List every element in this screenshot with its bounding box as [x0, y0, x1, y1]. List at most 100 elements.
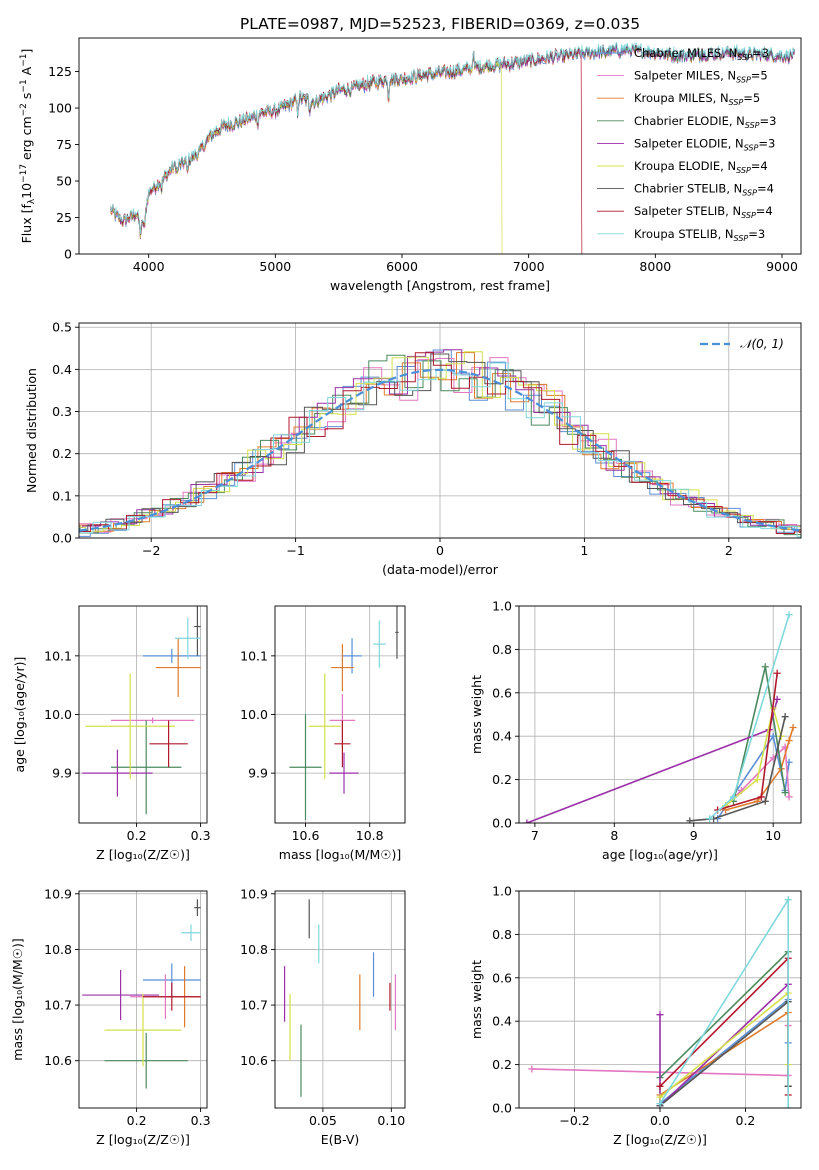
weight-marker [656, 1093, 664, 1101]
histogram-salpeter-stelib [79, 352, 801, 534]
x-axis-label: mass [log₁₀(M/M☉)] [279, 847, 401, 862]
x-tick-label: 7000 [513, 259, 545, 274]
legend-entry: Chabrier MILES, NSSP=3 [634, 46, 769, 62]
y-tick-label: 0.2 [492, 772, 512, 787]
weight-marker [753, 776, 761, 784]
errorbar-chabrier-stelib [194, 606, 201, 656]
y-tick-label: 10.9 [240, 886, 268, 901]
errorbar-salpeter-miles [111, 717, 195, 724]
errorbar-chabrier-elodie [104, 1032, 188, 1089]
errorbar-salpeter-elodie [329, 752, 359, 794]
weight-marker [773, 695, 781, 703]
x-tick-label: 4000 [133, 259, 165, 274]
y-tick-label: 0.1 [52, 488, 72, 503]
weight-marker [686, 817, 694, 823]
weight-line [724, 707, 782, 807]
y-axis-label: mass [log₁₀(M/M☉)] [10, 938, 25, 1060]
y-tick-label: 75 [56, 137, 72, 152]
histogram-chabrier-miles [79, 349, 801, 537]
plot-area [523, 611, 797, 823]
y-tick-label: 0.8 [492, 927, 512, 942]
errorbar-kroupa-miles [155, 638, 201, 697]
y-tick-label: 125 [48, 64, 72, 79]
y-tick-label: 0.2 [52, 446, 72, 461]
y-tick-label: 0.2 [492, 1057, 512, 1072]
y-tick-label: 10.1 [44, 648, 72, 663]
weight-series-kroupa-stelib [656, 896, 792, 1108]
axes-frame [78, 890, 208, 1109]
y-tick-label: 0 [64, 247, 72, 262]
weight-marker [656, 1011, 664, 1019]
axes-frame [518, 605, 802, 824]
metallicity-age-panel: 0.2 0.3 9.9 10.0 10.1 Z [log₁₀(Z/Z☉)] age [log… [12, 605, 211, 862]
legend-entry: Salpeter ELODIE, NSSP=3 [634, 136, 775, 152]
errorbar-kroupa-elodie [308, 673, 341, 780]
y-tick-label: 0.8 [492, 642, 512, 657]
errorbar-kroupa-elodie [104, 993, 182, 1067]
weight-marker [773, 669, 781, 677]
metallicity-mass-panel: 0.2 0.3 10.6 10.7 10.8 10.9 Z [log₁₀(Z/Z☉)] mas… [10, 886, 211, 1147]
y-tick-label: 1.0 [492, 599, 512, 614]
x-tick-label: 5000 [259, 259, 291, 274]
y-tick-label: 0.4 [492, 729, 512, 744]
y-tick-label: 10.9 [44, 886, 72, 901]
weight-marker [706, 815, 714, 823]
y-axis-label: Flux [fλ10−17 erg cm−2 s−1 A−1] [19, 49, 37, 244]
spectrum-line-kroupa-stelib [110, 41, 796, 235]
y-tick-label: 0.0 [492, 816, 512, 831]
x-tick-label: 10.8 [356, 828, 384, 843]
mass-age-panel: 10.6 10.8 9.9 10.0 10.1 mass [log₁₀(M/M☉)] [240, 605, 406, 862]
errorbar-kroupa-miles [331, 644, 354, 692]
x-tick-label: 6000 [386, 259, 418, 274]
x-tick-label: −2 [142, 543, 160, 558]
weight-marker [761, 663, 769, 671]
weight-marker [729, 793, 737, 801]
plot-area [82, 899, 201, 1089]
weight-marker [789, 724, 797, 732]
x-tick-label: 10.6 [292, 828, 320, 843]
plot-area [110, 41, 796, 254]
legend-entry: 𝒩(0, 1) [740, 337, 784, 351]
plot-area [79, 349, 801, 538]
plot-area [528, 896, 792, 1108]
errorbar-salpeter-stelib [334, 720, 351, 768]
y-tick-label: 9.9 [52, 766, 72, 781]
x-axis-label: E(B-V) [321, 1132, 360, 1147]
weight-marker [784, 896, 792, 904]
weight-marker [785, 793, 793, 801]
x-axis-label: (data-model)/error [382, 562, 499, 577]
residual-histogram-panel: −2 −1 0 1 2 0.0 0.1 0.2 0.3 0.4 0.5 (data-model)/er… [24, 320, 802, 577]
y-tick-label: 50 [56, 174, 72, 189]
x-tick-label: 0.10 [377, 1113, 405, 1128]
plot-area [82, 606, 201, 815]
y-tick-label: 10.8 [44, 942, 72, 957]
legend-entry: Kroupa MILES, NSSP=5 [634, 91, 760, 107]
axes-frame [274, 890, 406, 1109]
x-tick-label: 8000 [639, 259, 671, 274]
x-tick-label: −1 [286, 543, 304, 558]
spectrum-panel: 4000 5000 6000 7000 8000 9000 0 25 50 75 100 125 wav… [19, 37, 802, 293]
x-tick-label: 1 [580, 543, 588, 558]
y-tick-label: 0.5 [52, 320, 72, 335]
x-tick-label: 2 [725, 543, 733, 558]
x-axis-label: Z [log₁₀(Z/Z☉)] [96, 847, 190, 862]
x-tick-label: 0.0 [650, 1113, 670, 1128]
weight-line [689, 716, 786, 822]
weight-marker [757, 793, 765, 801]
y-tick-label: 0.6 [492, 970, 512, 985]
weight-marker [528, 1065, 536, 1073]
weight-marker [781, 713, 789, 721]
x-axis-label: age [log₁₀(age/yr)] [602, 847, 718, 862]
x-axis-label: Z [log₁₀(Z/Z☉)] [613, 1132, 707, 1147]
x-tick-label: 0.2 [127, 828, 147, 843]
normal-curve [79, 368, 801, 532]
x-tick-label: 0.2 [127, 1113, 147, 1128]
errorbar-kroupa-elodie [85, 673, 175, 780]
y-tick-label: 10.7 [44, 998, 72, 1013]
legend-entry: Salpeter STELIB, NSSP=4 [634, 204, 773, 220]
errorbar-salpeter-stelib [149, 720, 188, 768]
errorbar-chabrier-elodie [111, 720, 182, 815]
x-tick-label: 10 [765, 828, 781, 843]
y-tick-label: 0.0 [492, 1101, 512, 1116]
